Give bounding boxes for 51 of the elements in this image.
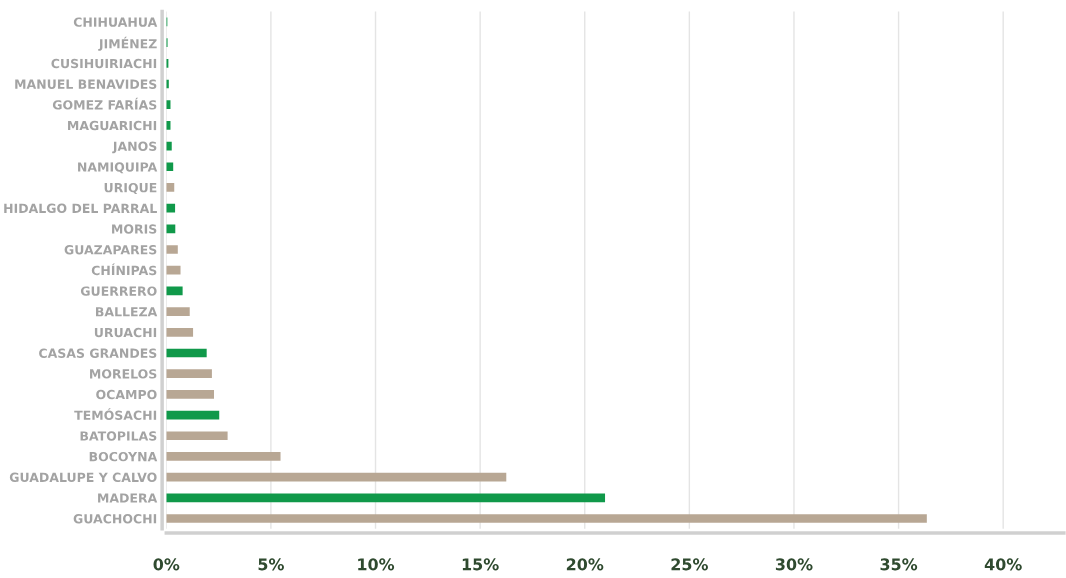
y-tick-label: OCAMPO	[96, 389, 157, 400]
bar	[166, 431, 228, 441]
bar	[166, 452, 281, 461]
x-tick-label: 0%	[153, 558, 180, 571]
x-tick-label: 20%	[566, 558, 604, 571]
x-tick-label: 25%	[671, 558, 708, 571]
y-tick-label: CHIHUAHUA	[73, 17, 158, 27]
x-tick-label: 35%	[880, 558, 918, 571]
bar	[166, 348, 207, 358]
bar	[166, 245, 178, 254]
bar	[166, 390, 214, 399]
y-tick-label: BALLEZA	[96, 307, 158, 317]
y-tick-label: CASAS GRANDES	[39, 348, 157, 358]
y-tick-label: CHÍNIPAS	[91, 263, 157, 276]
y-tick-label: JIMÉNEZ	[98, 36, 157, 51]
bar	[166, 307, 190, 316]
x-tick-label: 40%	[984, 558, 1022, 571]
y-tick-label: CUSIHUIRIACHI	[51, 58, 157, 69]
bar	[166, 162, 174, 172]
y-tick-label: MORELOS	[90, 369, 157, 379]
y-tick-label: TEMÓSACHI	[74, 408, 157, 420]
y-tick-label: GUACHOCHI	[73, 514, 157, 524]
y-tick-label: MAGUARICHI	[68, 120, 157, 131]
bar	[166, 369, 212, 379]
y-tick-label: GOMEZ FARÍAS	[52, 97, 157, 110]
y-tick-label: MADERA	[98, 493, 158, 503]
y-tick-label: MANUEL BENAVIDES	[15, 79, 157, 89]
y-tick-label: JANOS	[112, 141, 157, 154]
y-tick-label: URIQUE	[104, 182, 157, 195]
x-tick-label: 5%	[258, 558, 284, 571]
y-tick-label: URUACHI	[94, 327, 157, 338]
y-tick-label: HIDALGO DEL PARRAL	[4, 203, 157, 214]
bar	[166, 514, 927, 523]
y-tick-label: GUAZAPARES	[64, 244, 157, 255]
bar	[166, 286, 183, 296]
bar	[166, 224, 176, 234]
bar	[166, 327, 194, 337]
y-tick-label: BOCOYNA	[89, 451, 158, 462]
x-tick-label: 30%	[775, 558, 813, 571]
y-tick-label: NAMIQUIPA	[78, 162, 158, 174]
bar	[166, 410, 220, 420]
x-tick-label: 15%	[462, 558, 499, 571]
x-tick-label: 10%	[358, 558, 395, 571]
y-tick-label: MORIS	[112, 224, 157, 234]
y-tick-label: GUADALUPE Y CALVO	[9, 472, 157, 483]
y-tick-label: BATOPILAS	[80, 431, 157, 441]
bar	[166, 493, 606, 503]
bar	[166, 472, 507, 482]
y-tick-label: GUERRERO	[80, 286, 157, 296]
bar	[166, 183, 175, 192]
bar	[166, 265, 181, 275]
